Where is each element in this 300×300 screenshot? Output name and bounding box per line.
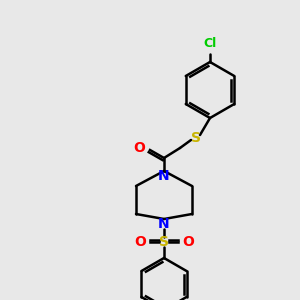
Text: Cl: Cl [203,37,217,50]
Text: O: O [133,141,145,155]
Text: S: S [159,235,169,249]
Text: N: N [158,217,170,231]
Text: S: S [191,131,201,145]
Text: O: O [182,235,194,249]
Text: N: N [158,169,170,183]
Text: O: O [134,235,146,249]
